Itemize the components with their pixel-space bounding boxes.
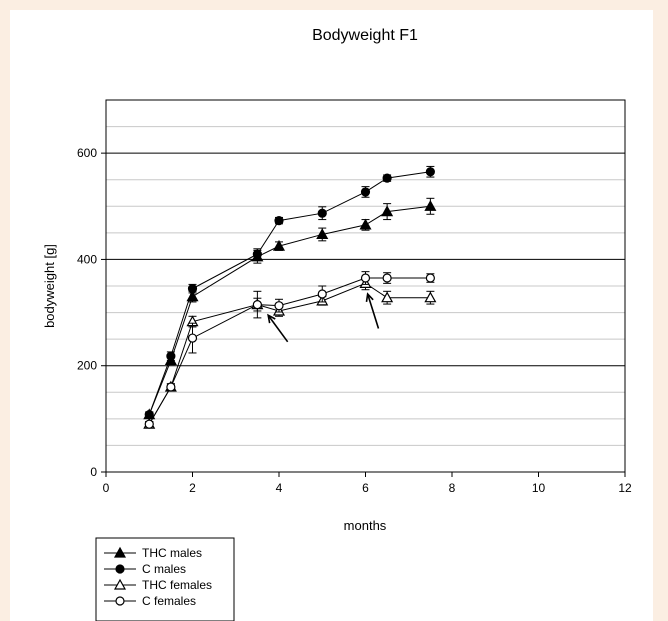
- data-point: [144, 410, 154, 420]
- legend-marker: [113, 578, 127, 590]
- legend-marker: [115, 564, 125, 574]
- arrow-head: [267, 313, 276, 324]
- data-point: [382, 273, 392, 283]
- legend-label: THC females: [142, 578, 212, 592]
- annotation-layer: [267, 292, 380, 343]
- series-c-males: [144, 165, 435, 420]
- legend-item: THC females: [104, 578, 212, 592]
- data-point: [381, 205, 394, 217]
- x-tick-label: 8: [449, 481, 456, 495]
- series-layer: [143, 165, 437, 429]
- legend: THC males C males THC females C females: [95, 537, 235, 621]
- legend-marker: [115, 596, 125, 606]
- data-point: [166, 351, 176, 361]
- x-axis-ticks: 0 2 4 6 8 10 12: [103, 472, 632, 495]
- series-c-females: [144, 271, 435, 429]
- data-point: [187, 333, 198, 343]
- x-tick-label: 0: [103, 481, 110, 495]
- bodyweight-chart: Bodyweight F1 0 2 4 6 8 10 12 0 200 400 600 month…: [42, 27, 632, 621]
- legend-label: C females: [142, 594, 196, 608]
- data-point: [425, 273, 435, 283]
- data-point: [360, 273, 371, 283]
- data-point: [187, 284, 198, 294]
- y-axis-label: bodyweight [g]: [42, 244, 57, 328]
- series-line: [148, 205, 431, 415]
- data-point: [144, 419, 154, 429]
- data-point: [424, 291, 437, 303]
- y-tick-label: 0: [90, 465, 97, 479]
- data-point: [425, 167, 435, 177]
- x-tick-label: 10: [532, 481, 546, 495]
- y-axis-ticks: 0 200 400 600: [77, 146, 106, 479]
- major-gridlines: [106, 152, 625, 367]
- legend-marker: [113, 546, 127, 558]
- arrow-annotation: [365, 292, 380, 329]
- y-tick-label: 400: [77, 252, 97, 266]
- x-tick-label: 6: [362, 481, 369, 495]
- y-tick-label: 600: [77, 146, 97, 160]
- data-point: [317, 289, 327, 299]
- legend-label: THC males: [142, 546, 202, 560]
- data-point: [274, 216, 284, 226]
- legend-item: C males: [104, 562, 186, 576]
- chart-title: Bodyweight F1: [312, 27, 418, 44]
- data-point: [359, 218, 372, 230]
- data-point: [252, 249, 262, 259]
- arrow-head: [365, 292, 374, 303]
- x-tick-label: 12: [618, 481, 632, 495]
- x-tick-label: 4: [276, 481, 283, 495]
- arrow-shaft: [267, 314, 289, 343]
- legend-label: C males: [142, 562, 186, 576]
- legend-item: C females: [104, 594, 196, 608]
- data-point: [317, 208, 327, 218]
- data-point: [274, 301, 284, 311]
- data-point: [381, 291, 394, 303]
- data-point: [166, 382, 176, 392]
- legend-item: THC males: [104, 546, 202, 560]
- x-axis-label: months: [344, 518, 387, 533]
- arrow-shaft: [366, 293, 380, 329]
- arrow-annotation: [267, 313, 289, 343]
- data-point: [424, 200, 437, 211]
- x-tick-label: 2: [189, 481, 196, 495]
- data-point: [360, 187, 371, 197]
- y-tick-label: 200: [77, 359, 97, 373]
- data-point: [252, 300, 262, 310]
- chart-panel: Bodyweight F1 0 2 4 6 8 10 12 0 200 400 600 month…: [10, 10, 653, 621]
- data-point: [316, 228, 329, 240]
- data-point: [382, 173, 392, 183]
- data-point: [272, 239, 286, 251]
